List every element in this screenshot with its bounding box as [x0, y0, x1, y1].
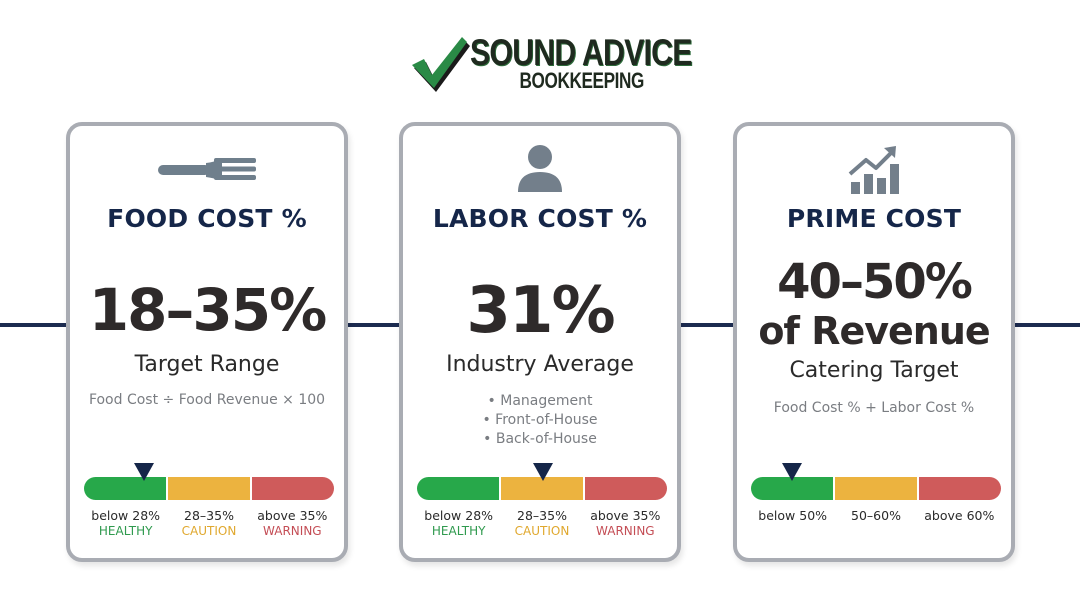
- card-food-cost: FOOD COST % 18–35% Target Range Food Cos…: [66, 122, 348, 562]
- logo-subtitle: BOOKKEEPING: [519, 68, 645, 93]
- gauge-label-caution: 28–35% CAUTION: [500, 508, 583, 539]
- checkmark-icon: [412, 37, 470, 92]
- range-label: above 60%: [924, 508, 995, 523]
- status-label: WARNING: [596, 524, 655, 538]
- key-value-unit: of Revenue: [758, 309, 990, 353]
- growth-chart-icon: [848, 146, 899, 194]
- gauge-labels: below 28% HEALTHY 28–35% CAUTION above 3…: [417, 508, 667, 539]
- status-gauge: [751, 477, 1001, 500]
- gauge-label-warning: above 60%: [918, 508, 1001, 524]
- key-value: 18–35%: [88, 276, 328, 344]
- gauge-label-healthy: below 50%: [751, 508, 834, 524]
- gauge-labels: below 28% HEALTHY 28–35% CAUTION above 3…: [84, 508, 334, 539]
- person-icon: [518, 145, 562, 192]
- gauge-segment-healthy: [751, 477, 833, 500]
- card-labor-cost: LABOR COST % 31% Industry Average • Mana…: [399, 122, 681, 562]
- gauge-segment-caution: [501, 477, 583, 500]
- card-title: FOOD COST %: [107, 204, 307, 233]
- range-label: 28–35%: [517, 508, 567, 523]
- status-label: CAUTION: [181, 524, 237, 538]
- formula: Food Cost % + Labor Cost %: [773, 400, 975, 416]
- range-label: above 35%: [590, 508, 661, 523]
- range-label: 50–60%: [851, 508, 901, 523]
- card-title: LABOR COST %: [432, 204, 648, 233]
- status-label: HEALTHY: [431, 524, 486, 538]
- gauge-labels: below 50% 50–60% above 60%: [751, 508, 1001, 524]
- range-label: 28–35%: [184, 508, 234, 523]
- fork-icon: [158, 158, 256, 180]
- company-logo: SOUND ADVICE BOOKKEEPING: [408, 28, 692, 98]
- range-label: below 50%: [758, 508, 828, 523]
- card-prime-cost: PRIME COST 40–50% of Revenue Catering Ta…: [733, 122, 1015, 562]
- gauge-segment-caution: [835, 477, 917, 500]
- gauge-label-healthy: below 28% HEALTHY: [84, 508, 167, 539]
- list-item: • Back-of-House: [483, 431, 597, 447]
- status-gauge: [84, 477, 334, 500]
- value-subtitle: Target Range: [134, 352, 280, 377]
- gauge-label-caution: 50–60%: [834, 508, 917, 524]
- key-value: 40–50%: [777, 254, 973, 310]
- status-label: HEALTHY: [98, 524, 153, 538]
- gauge-segment-warning: [919, 477, 1001, 500]
- gauge-label-warning: above 35% WARNING: [251, 508, 334, 539]
- value-subtitle: Industry Average: [446, 352, 634, 377]
- gauge-segment-healthy: [84, 477, 166, 500]
- gauge-label-caution: 28–35% CAUTION: [167, 508, 250, 539]
- status-label: WARNING: [263, 524, 322, 538]
- gauge-label-healthy: below 28% HEALTHY: [417, 508, 500, 539]
- logo-tagline: BOOKKEEPING: [496, 68, 666, 94]
- gauge-marker: [533, 463, 553, 481]
- logo-name: SOUND ADVICE: [470, 32, 692, 73]
- status-gauge: [417, 477, 667, 500]
- list-item: • Management: [487, 393, 593, 409]
- range-label: below 28%: [424, 508, 494, 523]
- labor-categories-list: • Management • Front-of-House • Back-of-…: [403, 392, 677, 449]
- gauge-segment-warning: [252, 477, 334, 500]
- gauge-marker: [782, 463, 802, 481]
- card-title: PRIME COST: [786, 204, 962, 233]
- value-subtitle: Catering Target: [789, 358, 959, 383]
- range-label: above 35%: [257, 508, 328, 523]
- gauge-label-warning: above 35% WARNING: [584, 508, 667, 539]
- gauge-segment-healthy: [417, 477, 499, 500]
- gauge-segment-caution: [168, 477, 250, 500]
- list-item: • Front-of-House: [482, 412, 598, 428]
- status-label: CAUTION: [514, 524, 570, 538]
- formula: Food Cost ÷ Food Revenue × 100: [88, 392, 326, 408]
- key-value: 31%: [466, 274, 615, 348]
- gauge-segment-warning: [585, 477, 667, 500]
- range-label: below 28%: [91, 508, 161, 523]
- gauge-marker: [134, 463, 154, 481]
